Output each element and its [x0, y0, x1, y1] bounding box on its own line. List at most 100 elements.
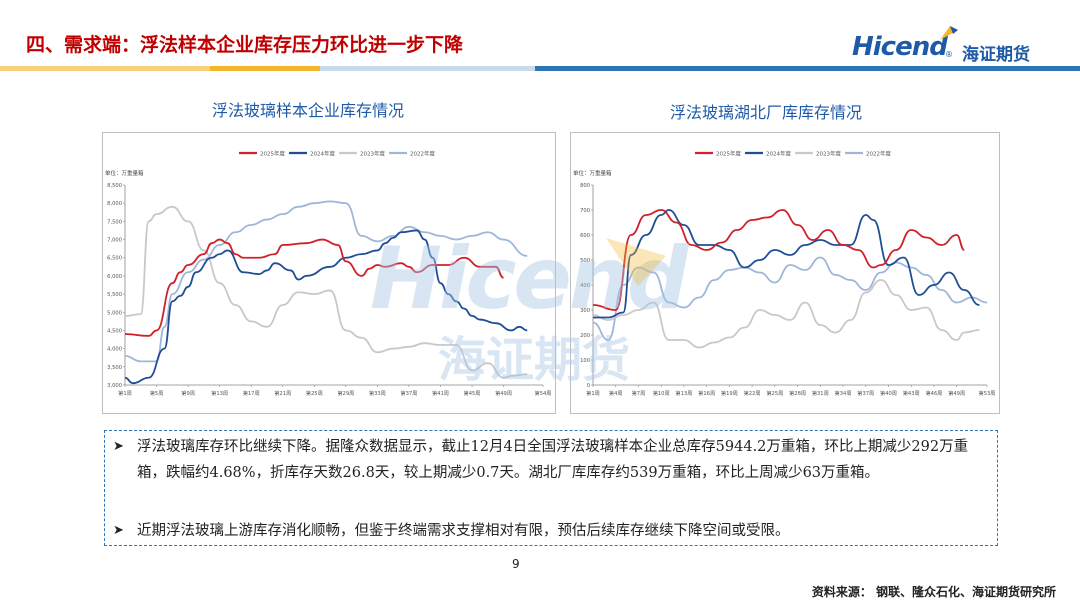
series-line-2025年度: [124, 238, 504, 337]
x-tick-label: 第19周: [721, 389, 738, 397]
y-tick-label: 6,000: [107, 274, 122, 280]
logo-chinese: 海证期货: [962, 45, 1030, 65]
y-tick-label: 100: [580, 358, 590, 364]
header-band-light: [320, 66, 535, 71]
header-band-yellow: [0, 66, 210, 71]
x-tick-label: 第37周: [857, 389, 874, 397]
page-title: 四、需求端：浮法样本企业库存压力环比进一步下降: [26, 34, 464, 56]
x-tick-label: 第10周: [653, 389, 670, 397]
legend-item: 2025年度: [695, 150, 741, 158]
y-tick-label: 500: [580, 258, 590, 264]
y-tick-label: 3,500: [107, 365, 122, 371]
x-tick-label: 第37周: [400, 389, 417, 397]
x-tick-label: 第41周: [432, 389, 449, 397]
legend-item: 2024年度: [289, 150, 335, 158]
x-tick-label: 第7周: [632, 389, 646, 397]
unit-label: 单位：万重量箱: [573, 169, 612, 177]
x-tick-label: 第29周: [337, 389, 354, 397]
x-tick-label: 第31周: [812, 389, 829, 397]
x-tick-label: 第54周: [535, 389, 552, 397]
commentary-box: ➤ 浮法玻璃库存环比继续下降。据隆众数据显示，截止12月4日全国浮法玻璃样本企业…: [104, 430, 998, 546]
x-tick-label: 第49周: [495, 389, 512, 397]
x-tick-label: 第25周: [766, 389, 783, 397]
x-tick-label: 第43周: [903, 389, 920, 397]
page-number: 9: [512, 557, 520, 571]
left-chart: 2025年度 2024年度 2023年度 2022年度单位：万重量箱 3,000 3,50…: [102, 132, 556, 414]
x-tick-label: 第13周: [675, 389, 692, 397]
y-tick-label: 800: [580, 183, 590, 189]
right-chart-title: 浮法玻璃湖北厂库库存情况: [670, 103, 863, 122]
logo-flag-icon: [940, 26, 958, 40]
bullet-1-text: 浮法玻璃库存环比继续下降。据隆众数据显示，截止12月4日全国浮法玻璃样本企业总库…: [137, 439, 969, 481]
company-logo: Hicend ® 海证期货: [852, 26, 1052, 66]
legend-item: 2025年度: [239, 150, 285, 158]
y-tick-label: 5,000: [107, 310, 122, 316]
header-band-yellow-strong: [210, 66, 320, 71]
x-tick-label: 第22周: [744, 389, 761, 397]
series-line-2023年度: [592, 279, 980, 349]
y-tick-label: 4,500: [107, 328, 122, 334]
x-tick-label: 第53周: [979, 389, 996, 397]
series-line-2024年度: [124, 229, 528, 385]
legend-label: 2023年度: [360, 150, 385, 158]
legend-label: 2025年度: [716, 150, 741, 158]
series-line-2025年度: [592, 209, 965, 311]
y-tick-label: 4,000: [107, 347, 122, 353]
legend-item: 2022年度: [389, 150, 435, 158]
x-tick-label: 第9周: [181, 389, 195, 397]
x-tick-label: 第49周: [948, 389, 965, 397]
y-tick-label: 7,500: [107, 219, 122, 225]
x-tick-label: 第33周: [369, 389, 386, 397]
y-tick-label: 300: [580, 308, 590, 314]
x-tick-label: 第25周: [306, 389, 323, 397]
legend-label: 2025年度: [260, 150, 285, 158]
y-tick-label: 700: [580, 208, 590, 214]
legend-label: 2024年度: [310, 150, 335, 158]
legend-item: 2024年度: [745, 150, 791, 158]
right-chart: 2025年度 2024年度 2023年度 2022年度单位：万重量箱 0 100 200 30…: [570, 132, 1000, 414]
series-line-2023年度: [124, 205, 528, 379]
y-tick-label: 400: [580, 283, 590, 289]
y-tick-label: 5,500: [107, 292, 122, 298]
y-tick-label: 8,000: [107, 201, 122, 207]
x-tick-label: 第17周: [243, 389, 260, 397]
bullet-arrow-icon: ➤: [113, 439, 124, 454]
series-line-2022年度: [592, 256, 988, 341]
y-tick-label: 8,500: [107, 183, 122, 189]
x-tick-label: 第5周: [150, 389, 164, 397]
x-tick-label: 第46周: [925, 389, 942, 397]
legend-label: 2022年度: [866, 150, 891, 158]
x-tick-label: 第40周: [880, 389, 897, 397]
y-tick-label: 7,000: [107, 238, 122, 244]
y-tick-label: 600: [580, 233, 590, 239]
x-tick-label: 第21周: [274, 389, 291, 397]
legend-label: 2024年度: [766, 150, 791, 158]
bullet-2-text: 近期浮法玻璃上游库存消化顺畅，但鉴于终端需求支撑相对有限，预估后续库存继续下降空…: [137, 523, 790, 539]
x-tick-label: 第1周: [118, 389, 132, 397]
source-note: 资料来源： 钢联、隆众石化、海证期货研究所: [811, 585, 1056, 599]
y-tick-label: 0: [587, 383, 590, 389]
series-line-2022年度: [124, 200, 528, 363]
x-tick-label: 第13周: [211, 389, 228, 397]
header-band-blue: [535, 66, 1080, 71]
bullet-arrow-icon: ➤: [113, 523, 124, 538]
legend-item: 2022年度: [845, 150, 891, 158]
legend-label: 2022年度: [410, 150, 435, 158]
legend-label: 2023年度: [816, 150, 841, 158]
logo-wordmark: Hicend: [852, 32, 948, 62]
x-tick-label: 第28周: [789, 389, 806, 397]
series-line-2024年度: [593, 209, 980, 319]
unit-label: 单位：万重量箱: [105, 169, 144, 177]
x-tick-label: 第16周: [698, 389, 715, 397]
x-tick-label: 第34周: [835, 389, 852, 397]
left-chart-title: 浮法玻璃样本企业库存情况: [212, 101, 405, 120]
y-tick-label: 200: [580, 333, 590, 339]
y-tick-label: 6,500: [107, 256, 122, 262]
x-tick-label: 第1周: [586, 389, 600, 397]
y-tick-label: 3,000: [107, 383, 122, 389]
legend-item: 2023年度: [339, 150, 385, 158]
legend-item: 2023年度: [795, 150, 841, 158]
logo-registered-mark: ®: [945, 50, 953, 59]
